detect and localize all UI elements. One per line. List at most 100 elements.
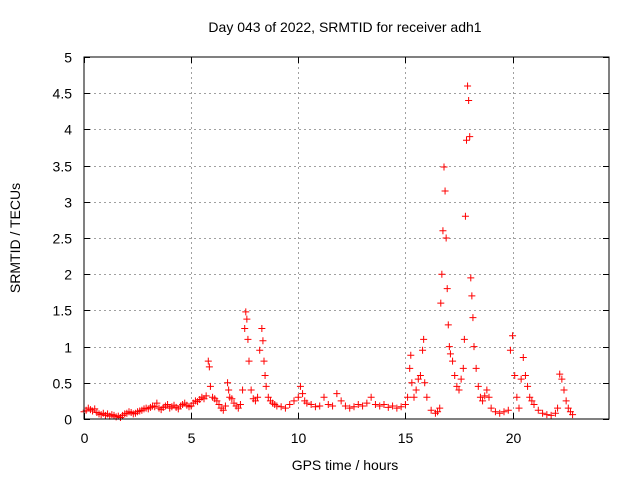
data-point xyxy=(423,393,431,401)
data-point xyxy=(384,403,392,411)
data-point xyxy=(464,82,472,90)
data-point xyxy=(487,404,495,412)
data-point xyxy=(449,357,457,365)
data-point xyxy=(469,314,477,322)
data-point xyxy=(451,372,459,380)
data-point xyxy=(412,386,420,394)
data-point xyxy=(333,390,341,398)
data-point xyxy=(457,375,465,383)
data-point xyxy=(444,321,452,329)
data-point xyxy=(414,375,422,383)
data-point xyxy=(264,393,272,401)
data-point xyxy=(481,392,489,400)
data-point xyxy=(397,403,405,411)
data-point xyxy=(407,351,415,359)
data-point xyxy=(316,402,324,410)
data-point xyxy=(551,409,559,417)
data-point xyxy=(554,404,562,412)
data-point xyxy=(244,335,252,343)
data-point xyxy=(393,404,401,412)
data-point xyxy=(472,364,480,372)
data-point xyxy=(329,402,337,410)
data-point xyxy=(286,401,294,409)
data-point xyxy=(466,133,474,141)
data-point xyxy=(243,315,251,323)
data-point xyxy=(441,187,449,195)
data-point xyxy=(519,353,527,361)
data-point xyxy=(476,393,484,401)
data-point xyxy=(262,382,270,390)
data-point xyxy=(483,386,491,394)
data-point xyxy=(324,401,332,409)
y-tick-label: 3 xyxy=(64,195,72,211)
y-tick-label: 0 xyxy=(64,412,72,428)
data-point xyxy=(511,372,519,380)
data-point xyxy=(311,403,319,411)
data-points xyxy=(80,82,577,422)
axis-ticks: 0 0.5 1 1.5 2 2.5 3 3.5 4 4.5 5 0 5 10 15 20 xyxy=(53,50,609,446)
data-point xyxy=(307,401,315,409)
data-point xyxy=(259,337,267,345)
data-point xyxy=(420,335,428,343)
data-point xyxy=(470,343,478,351)
data-point xyxy=(401,401,409,409)
data-point xyxy=(442,234,450,242)
data-point xyxy=(496,409,504,417)
data-point xyxy=(539,409,547,417)
data-point xyxy=(526,393,534,401)
data-point xyxy=(219,406,227,414)
data-point xyxy=(371,401,379,409)
data-point xyxy=(569,411,577,419)
data-point xyxy=(504,406,512,414)
data-point xyxy=(513,393,521,401)
data-point xyxy=(204,357,212,365)
x-tick-label: 0 xyxy=(81,430,89,446)
data-point xyxy=(320,393,328,401)
data-point xyxy=(164,401,172,409)
data-point xyxy=(256,346,264,354)
data-point xyxy=(215,401,223,409)
data-point xyxy=(408,379,416,387)
data-point xyxy=(479,397,487,405)
x-tick-label: 20 xyxy=(506,430,522,446)
data-point xyxy=(474,382,482,390)
data-point xyxy=(234,404,242,412)
data-point xyxy=(416,372,424,380)
x-axis-label: GPS time / hours xyxy=(292,457,399,473)
data-point xyxy=(446,350,454,358)
data-point xyxy=(290,397,298,405)
data-point xyxy=(228,395,236,403)
data-point xyxy=(151,403,159,411)
y-tick-label: 2.5 xyxy=(53,231,73,247)
data-point xyxy=(443,285,451,293)
data-point xyxy=(296,382,304,390)
data-point xyxy=(421,379,429,387)
data-point xyxy=(241,325,249,332)
data-point xyxy=(459,364,467,372)
data-point xyxy=(517,375,525,383)
data-point xyxy=(506,346,514,354)
data-point xyxy=(524,382,532,390)
data-point xyxy=(560,386,568,394)
data-point xyxy=(453,382,461,390)
data-point xyxy=(341,402,349,410)
data-point xyxy=(564,404,572,412)
data-point xyxy=(225,386,233,394)
data-point xyxy=(436,404,444,412)
data-point xyxy=(562,397,570,405)
data-point xyxy=(509,332,517,340)
x-tick-label: 10 xyxy=(291,430,307,446)
data-point xyxy=(558,375,566,383)
data-point xyxy=(404,393,412,401)
y-tick-label: 3.5 xyxy=(53,159,73,175)
data-point xyxy=(303,399,311,407)
data-point xyxy=(350,403,358,411)
data-point xyxy=(247,386,255,394)
data-point xyxy=(468,292,476,300)
data-point xyxy=(515,404,523,412)
data-point xyxy=(434,408,442,416)
data-point xyxy=(236,401,244,409)
data-point xyxy=(440,163,448,171)
data-point xyxy=(439,227,447,235)
